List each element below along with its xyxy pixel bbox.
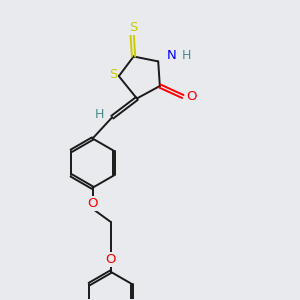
- Text: O: O: [87, 197, 98, 210]
- Text: N: N: [167, 49, 177, 62]
- Text: O: O: [186, 90, 196, 103]
- Text: O: O: [105, 253, 116, 266]
- Text: S: S: [129, 21, 137, 34]
- Text: H: H: [94, 108, 104, 121]
- Text: S: S: [109, 68, 117, 81]
- Text: H: H: [182, 49, 191, 62]
